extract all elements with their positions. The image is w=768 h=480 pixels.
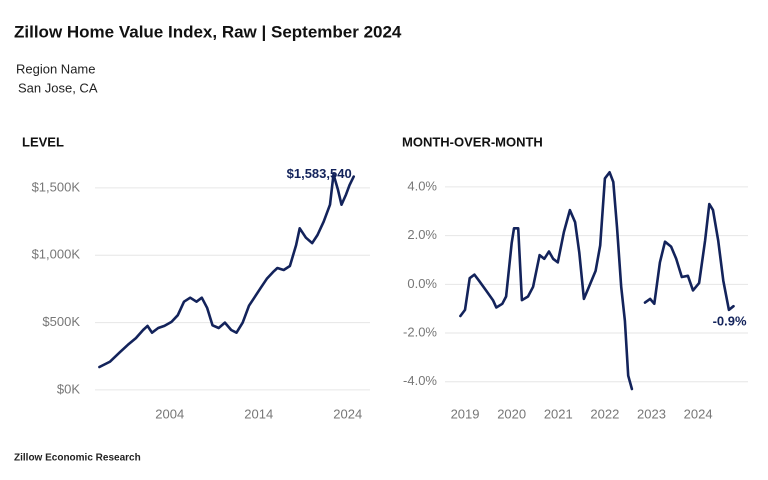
region-label: Region Name	[16, 61, 96, 76]
x-tick-label: 2024	[333, 406, 362, 421]
x-tick-label: 2024	[684, 406, 713, 421]
x-tick-label: 2022	[590, 406, 619, 421]
annotation: $1,583,540	[287, 166, 352, 181]
footer: Zillow Economic Research	[14, 453, 141, 464]
chart-title: LEVEL	[22, 134, 64, 149]
x-tick-label: 2004	[155, 406, 184, 421]
y-tick-label: 2.0%	[407, 227, 437, 242]
y-tick-label: $500K	[42, 314, 80, 329]
page-title: Zillow Home Value Index, Raw | September…	[14, 22, 402, 41]
y-tick-label: -2.0%	[403, 324, 437, 339]
x-tick-label: 2019	[451, 406, 480, 421]
y-tick-label: 4.0%	[407, 178, 437, 193]
line	[98, 173, 355, 369]
y-tick-label: -4.0%	[403, 373, 437, 388]
line	[459, 171, 634, 391]
x-tick-label: 2014	[244, 406, 273, 421]
line	[643, 202, 735, 312]
x-tick-label: 2023	[637, 406, 666, 421]
annotation: -0.9%	[713, 314, 747, 329]
x-tick-label: 2021	[544, 406, 573, 421]
y-tick-label: $1,500K	[32, 179, 81, 194]
y-tick-label: $0K	[57, 381, 80, 396]
x-tick-label: 2020	[497, 406, 526, 421]
y-tick-label: $1,000K	[32, 247, 81, 262]
chart-title: MONTH-OVER-MONTH	[402, 134, 543, 149]
y-tick-label: 0.0%	[407, 276, 437, 291]
region: San Jose, CA	[18, 80, 98, 95]
